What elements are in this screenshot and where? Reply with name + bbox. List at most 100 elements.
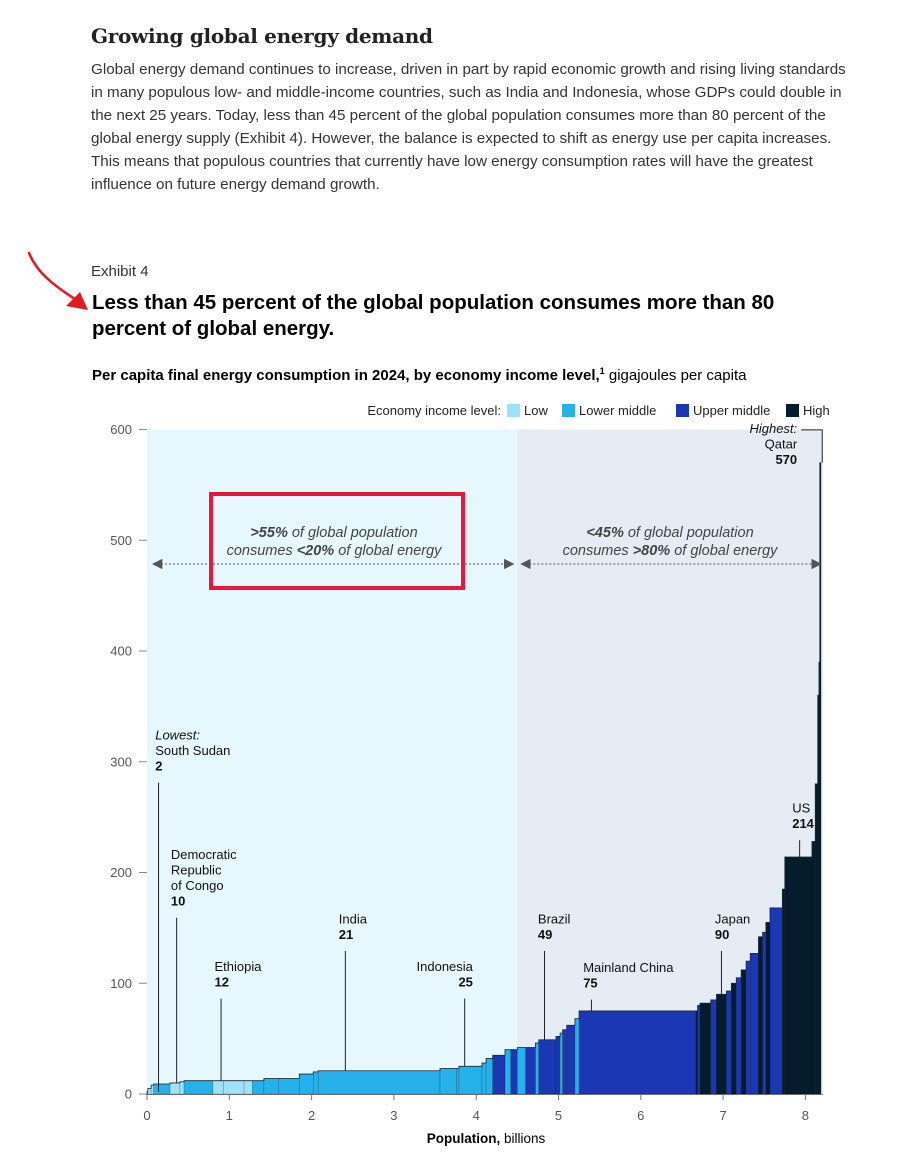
legend-swatch [562,404,575,417]
y-tick-label: 300 [110,754,132,769]
population-segment-6 [179,1081,185,1095]
population-segment-29 [555,1036,561,1095]
population-segment-5 [169,1082,181,1095]
population-segment-13 [278,1078,300,1095]
region-energy-text: consumes <20% of global energy [227,543,443,559]
annotation-value: 75 [583,976,597,991]
population-segment-27 [535,1042,539,1095]
population-segment-16 [317,1070,441,1095]
legend-item-high: High [786,403,830,418]
population-segment-44 [745,960,751,1095]
annotation-prefix: Lowest: [155,728,200,743]
population-segment-19 [458,1066,483,1095]
population-segment-38 [710,999,717,1095]
annotation-name: Ethiopia [214,959,262,974]
population-segment-10 [243,1080,253,1095]
annotation-name: Indonesia [417,959,474,974]
pointer-arrow-icon [27,251,80,303]
annotation-name: Brazil [538,911,571,926]
annotation-value: 49 [538,927,552,942]
population-segment-14 [299,1073,314,1095]
annotation-value: 2 [155,759,162,774]
consumption-outline [146,462,822,1094]
pointer-arrowhead [66,292,88,310]
x-tick-label: 2 [308,1108,315,1123]
population-segment-50 [782,888,786,1095]
population-segment-28 [538,1039,557,1095]
x-axis-label: Population, billions [427,1131,546,1146]
population-segment-8 [212,1080,224,1095]
legend-item-upper_middle: Upper middle [676,403,770,418]
region-energy-text: consumes >80% of global energy [563,543,779,559]
legend-label: High [803,403,830,418]
population-segment-21 [485,1058,493,1095]
article-heading: Growing global energy demand [91,24,433,48]
population-segment-41 [731,983,737,1095]
population-segment-2 [147,1088,152,1095]
population-segment-15 [312,1071,319,1095]
annotation-name: South Sudan [155,743,230,758]
legend-label: Upper middle [693,403,770,418]
x-tick-label: 0 [143,1108,150,1123]
population-segment-25 [517,1047,526,1095]
annotation-name: Democratic [171,847,237,862]
annotation-name: US [792,801,810,816]
x-tick-label: 6 [637,1108,644,1123]
annotation-name: Mainland China [583,960,674,975]
population-segment-22 [492,1054,506,1095]
y-tick-label: 400 [110,644,132,659]
legend-label: Low [524,403,548,418]
x-tick-label: 8 [802,1108,809,1123]
population-segment-37 [699,1002,712,1095]
population-segment-31 [562,1029,567,1095]
y-tick-label: 200 [110,865,132,880]
left-region-background [147,429,518,1094]
population-segment-11 [252,1080,265,1095]
population-segment-43 [740,969,747,1095]
chart-subtitle-bold: Per capita final energy consumption in 2… [92,366,605,384]
annotation-value: 25 [458,975,472,990]
annotation-value: 12 [214,975,228,990]
population-segment-7 [183,1080,214,1095]
population-segment-18 [456,1068,460,1095]
population-segment-20 [481,1062,487,1095]
annotation-prefix: Highest: [749,421,797,436]
population-segment-34 [578,1010,697,1095]
annotation-value: 90 [715,927,729,942]
population-segment-33 [574,1018,580,1095]
population-segment-46 [758,936,763,1095]
population-segment-4 [153,1083,171,1095]
legend-title: Economy income level: [367,403,501,418]
chart-subtitle-unit: gigajoules per capita [604,367,747,384]
y-tick-label: 100 [110,976,132,991]
annotation-name: of Congo [171,878,224,893]
population-segment-17 [439,1068,457,1095]
population-segment-52 [811,841,816,1095]
region-population-text: >55% of global population [250,525,417,541]
population-segment-30 [559,1032,563,1095]
annotation-value: 10 [171,894,185,909]
region-population-text: <45% of global population [586,525,753,541]
chart-subtitle: Per capita final energy consumption in 2… [92,366,746,384]
population-segment-48 [765,922,771,1095]
x-tick-label: 7 [719,1108,726,1123]
population-segment-23 [504,1049,512,1095]
population-segment-51 [784,856,813,1095]
legend-swatch [507,404,520,417]
annotation-name: Republic [171,863,222,878]
population-segment-49 [769,907,783,1095]
population-segment-12 [263,1078,279,1095]
population-segment-42 [736,977,742,1095]
population-segment-45 [750,953,759,1095]
annotation-value: 570 [775,452,797,467]
article-body: Global energy demand continues to increa… [91,61,846,193]
